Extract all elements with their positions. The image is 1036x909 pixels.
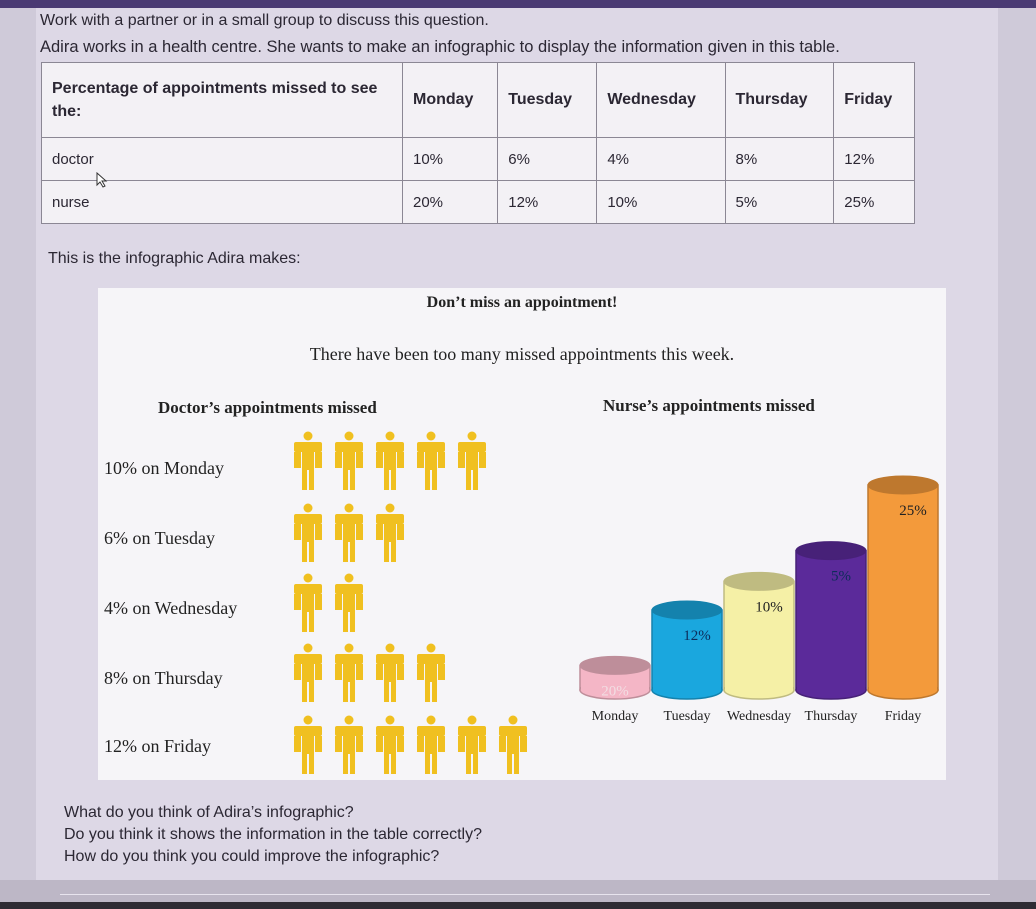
table-cell: 12% bbox=[833, 137, 915, 181]
doctor-section-heading: Doctor’s appointments missed bbox=[158, 398, 377, 417]
person-icon bbox=[376, 643, 404, 702]
table-header-cell: Percentage of appointments missed to see… bbox=[41, 62, 403, 138]
doctor-row-label: 6% on Tuesday bbox=[104, 528, 216, 548]
nurse-x-tick-label: Tuesday bbox=[664, 709, 711, 724]
infographic-title: Don’t miss an appointment! bbox=[426, 294, 618, 311]
intro-line-2: Adira works in a health centre. She want… bbox=[40, 38, 840, 56]
nurse-bar-data-label: 25% bbox=[899, 503, 927, 519]
table-cell: 12% bbox=[497, 180, 598, 224]
doctor-people-row bbox=[288, 572, 370, 632]
question-1: What do you think of Adira’s infographic… bbox=[64, 804, 354, 821]
person-icon bbox=[376, 503, 404, 562]
nurse-bar-data-label: 10% bbox=[755, 599, 783, 615]
nurse-bar-fill bbox=[725, 581, 793, 690]
infographic-panel: Don’t miss an appointment! There have be… bbox=[98, 288, 946, 780]
doctor-people-row bbox=[288, 714, 534, 774]
table-header-cell: Friday bbox=[833, 62, 915, 138]
person-icon bbox=[335, 503, 363, 562]
person-icon bbox=[294, 573, 322, 632]
nurse-x-tick-label: Thursday bbox=[805, 709, 858, 724]
nurse-x-tick-label: Wednesday bbox=[727, 709, 791, 724]
doctor-people-row bbox=[288, 430, 493, 490]
table-cell: 25% bbox=[833, 180, 915, 224]
nurse-bar-top bbox=[651, 600, 723, 620]
table-cell: 8% bbox=[724, 137, 835, 181]
intro-line-1: Work with a partner or in a small group … bbox=[40, 12, 489, 29]
infographic-intro: This is the infographic Adira makes: bbox=[48, 250, 301, 267]
table-cell: doctor bbox=[41, 137, 403, 181]
table-header-cell: Monday bbox=[401, 62, 499, 138]
person-icon bbox=[417, 715, 445, 774]
nurse-x-tick-label: Friday bbox=[885, 709, 922, 724]
person-icon bbox=[417, 643, 445, 702]
table-header-row: Percentage of appointments missed to see… bbox=[41, 62, 915, 138]
person-icon bbox=[335, 431, 363, 490]
infographic-subtitle: There have been too many missed appointm… bbox=[309, 344, 735, 364]
table-row: doctor 10% 6% 4% 8% 12% bbox=[41, 137, 915, 181]
person-icon bbox=[499, 715, 527, 774]
person-icon bbox=[294, 715, 322, 774]
nurse-bar-fill bbox=[797, 550, 865, 690]
nurse-bar-top bbox=[723, 571, 795, 591]
table-header-cell: Wednesday bbox=[596, 62, 726, 138]
person-icon bbox=[376, 431, 404, 490]
nurse-section-heading: Nurse’s appointments missed bbox=[603, 396, 815, 415]
mouse-cursor-icon bbox=[96, 172, 108, 188]
doctor-row-label: 12% on Friday bbox=[104, 736, 211, 756]
table-cell: nurse bbox=[41, 180, 403, 224]
nurse-bar-data-label: 5% bbox=[831, 569, 851, 585]
nurse-bar-top bbox=[579, 655, 651, 675]
nurse-bar-chart: 20% Monday 12% Tuesday 10% Wednesday 5% Thursda… bbox=[579, 475, 939, 724]
screen-edge bbox=[0, 902, 1036, 909]
person-icon bbox=[294, 503, 322, 562]
table-cell: 10% bbox=[596, 180, 726, 224]
person-icon bbox=[417, 431, 445, 490]
person-icon bbox=[335, 573, 363, 632]
nurse-bar-top bbox=[867, 475, 939, 495]
person-icon bbox=[294, 643, 322, 702]
question-3: How do you think you could improve the i… bbox=[64, 848, 440, 865]
person-icon bbox=[458, 715, 486, 774]
nurse-bar-data-label: 20% bbox=[601, 683, 629, 699]
nurse-bar-fill bbox=[869, 485, 937, 690]
table-cell: 20% bbox=[401, 180, 499, 224]
doctor-row-label: 4% on Wednesday bbox=[104, 598, 238, 618]
doctor-row-label: 10% on Monday bbox=[104, 458, 224, 478]
doctor-people-row bbox=[288, 502, 411, 562]
doctor-people-row bbox=[288, 642, 452, 702]
table-cell: 10% bbox=[401, 137, 499, 181]
person-icon bbox=[458, 431, 486, 490]
table-cell: 6% bbox=[497, 137, 598, 181]
discussion-questions: What do you think of Adira’s infographic… bbox=[64, 802, 482, 868]
table-cell: 5% bbox=[724, 180, 835, 224]
person-icon bbox=[294, 431, 322, 490]
nurse-bar-top bbox=[795, 541, 867, 561]
divider bbox=[60, 894, 990, 895]
top-bar bbox=[0, 0, 1036, 8]
nurse-x-tick-label: Monday bbox=[592, 709, 639, 724]
nurse-bar-data-label: 12% bbox=[683, 628, 711, 644]
doctor-row-label: 8% on Thursday bbox=[104, 668, 223, 688]
appointments-table: Percentage of appointments missed to see… bbox=[41, 62, 915, 224]
question-2: Do you think it shows the information in… bbox=[64, 826, 482, 843]
table-row: nurse 20% 12% 10% 5% 25% bbox=[41, 180, 915, 224]
person-icon bbox=[335, 715, 363, 774]
person-icon bbox=[335, 643, 363, 702]
table-header-cell: Thursday bbox=[724, 62, 835, 138]
table-header-cell: Tuesday bbox=[497, 62, 598, 138]
bottom-strip bbox=[0, 880, 1036, 909]
person-icon bbox=[376, 715, 404, 774]
nurse-bar-fill bbox=[653, 610, 721, 690]
table-cell: 4% bbox=[596, 137, 726, 181]
